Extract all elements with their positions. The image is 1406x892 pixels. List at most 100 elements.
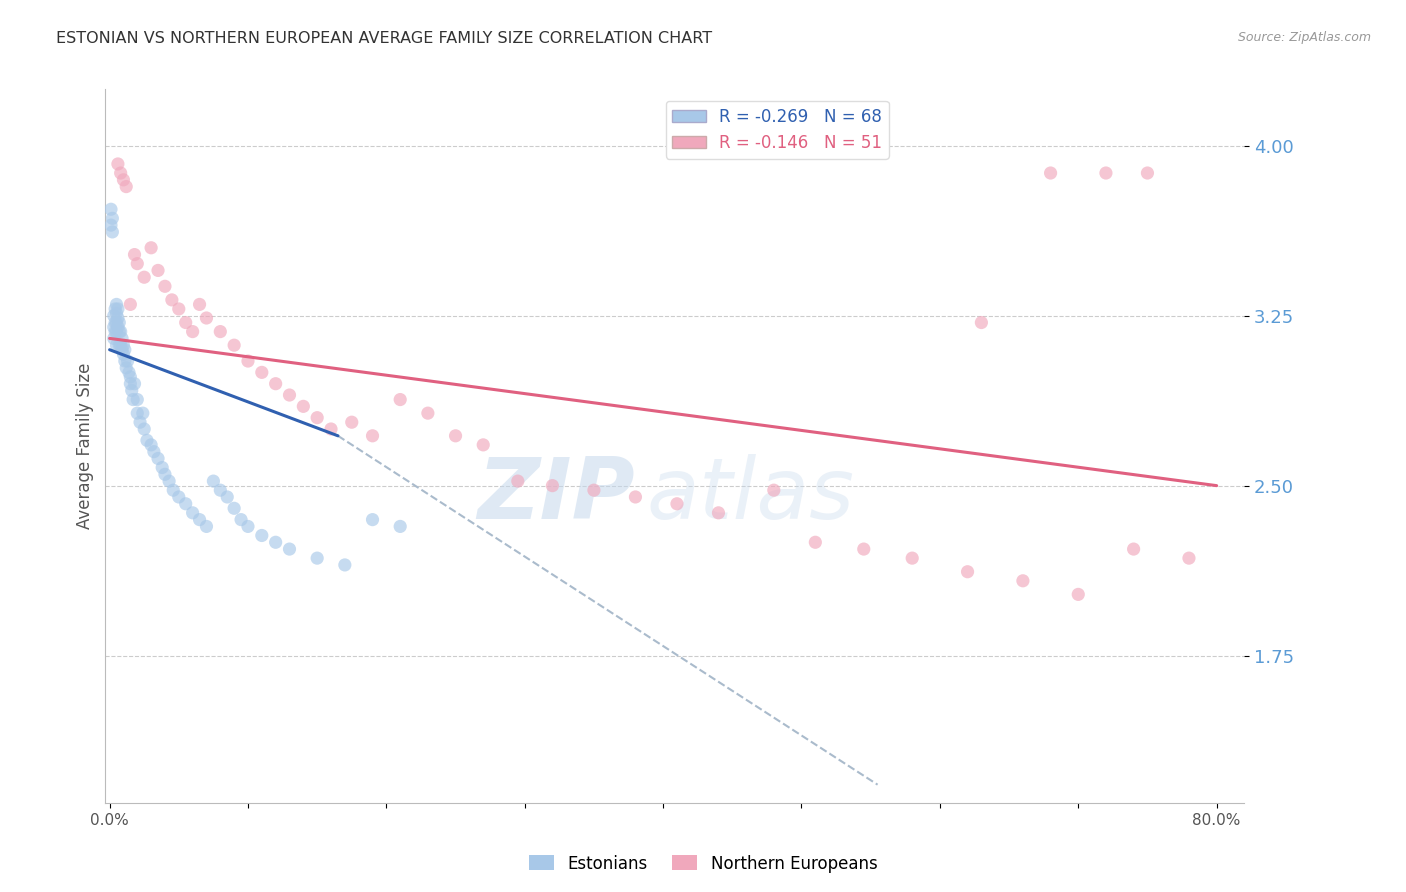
- Y-axis label: Average Family Size: Average Family Size: [76, 363, 94, 529]
- Point: [136, 434, 159, 448]
- Point: [278, 388, 301, 402]
- Point: [624, 490, 647, 504]
- Point: [146, 263, 169, 277]
- Point: [217, 490, 239, 504]
- Point: [107, 301, 129, 316]
- Text: ESTONIAN VS NORTHERN EUROPEAN AVERAGE FAMILY SIZE CORRELATION CHART: ESTONIAN VS NORTHERN EUROPEAN AVERAGE FA…: [56, 31, 713, 46]
- Point: [333, 558, 356, 572]
- Point: [1039, 166, 1062, 180]
- Point: [229, 513, 252, 527]
- Text: Source: ZipAtlas.com: Source: ZipAtlas.com: [1237, 31, 1371, 45]
- Point: [105, 325, 128, 339]
- Point: [118, 365, 141, 379]
- Point: [361, 513, 384, 527]
- Point: [114, 343, 136, 357]
- Point: [105, 297, 128, 311]
- Point: [970, 316, 993, 330]
- Point: [153, 467, 176, 482]
- Point: [224, 338, 246, 352]
- Point: [124, 247, 146, 261]
- Point: [506, 474, 529, 488]
- Point: [115, 360, 138, 375]
- Point: [340, 415, 363, 429]
- Point: [181, 506, 204, 520]
- Point: [236, 519, 259, 533]
- Point: [120, 297, 142, 311]
- Legend: R = -0.269   N = 68, R = -0.146   N = 51: R = -0.269 N = 68, R = -0.146 N = 51: [665, 101, 889, 159]
- Point: [110, 338, 132, 352]
- Point: [108, 316, 131, 330]
- Point: [389, 392, 412, 407]
- Point: [195, 311, 218, 326]
- Point: [707, 506, 730, 520]
- Point: [105, 306, 128, 320]
- Point: [134, 270, 156, 285]
- Point: [1067, 587, 1090, 601]
- Point: [444, 429, 467, 443]
- Point: [103, 331, 125, 345]
- Point: [174, 316, 197, 330]
- Point: [1136, 166, 1159, 180]
- Point: [117, 354, 139, 368]
- Point: [103, 309, 125, 323]
- Point: [162, 483, 184, 498]
- Point: [1178, 551, 1201, 566]
- Point: [132, 406, 155, 420]
- Point: [1122, 542, 1144, 557]
- Point: [901, 551, 924, 566]
- Point: [101, 211, 124, 226]
- Point: [112, 173, 135, 187]
- Point: [134, 422, 156, 436]
- Point: [361, 429, 384, 443]
- Point: [104, 316, 127, 330]
- Point: [665, 497, 688, 511]
- Point: [209, 483, 232, 498]
- Text: atlas: atlas: [647, 454, 855, 538]
- Point: [150, 460, 173, 475]
- Point: [292, 400, 315, 414]
- Point: [264, 535, 287, 549]
- Point: [250, 365, 273, 379]
- Point: [472, 438, 495, 452]
- Point: [236, 354, 259, 368]
- Point: [541, 478, 564, 492]
- Point: [115, 179, 138, 194]
- Point: [110, 325, 132, 339]
- Point: [1012, 574, 1035, 588]
- Point: [804, 535, 827, 549]
- Point: [319, 422, 342, 436]
- Point: [139, 438, 162, 452]
- Point: [139, 241, 162, 255]
- Point: [100, 202, 122, 217]
- Point: [105, 338, 128, 352]
- Point: [111, 343, 134, 357]
- Point: [105, 316, 128, 330]
- Point: [107, 320, 129, 334]
- Point: [174, 497, 197, 511]
- Point: [157, 474, 180, 488]
- Point: [108, 325, 131, 339]
- Point: [582, 483, 605, 498]
- Point: [1095, 166, 1118, 180]
- Point: [101, 225, 124, 239]
- Point: [142, 444, 165, 458]
- Point: [104, 325, 127, 339]
- Point: [195, 519, 218, 533]
- Point: [188, 513, 211, 527]
- Point: [127, 392, 149, 407]
- Point: [762, 483, 785, 498]
- Point: [127, 257, 149, 271]
- Point: [107, 157, 129, 171]
- Point: [852, 542, 875, 557]
- Point: [110, 166, 132, 180]
- Point: [956, 565, 979, 579]
- Point: [120, 376, 142, 391]
- Point: [146, 451, 169, 466]
- Point: [167, 490, 190, 504]
- Point: [129, 415, 152, 429]
- Point: [114, 354, 136, 368]
- Point: [278, 542, 301, 557]
- Point: [107, 311, 129, 326]
- Point: [127, 406, 149, 420]
- Point: [104, 301, 127, 316]
